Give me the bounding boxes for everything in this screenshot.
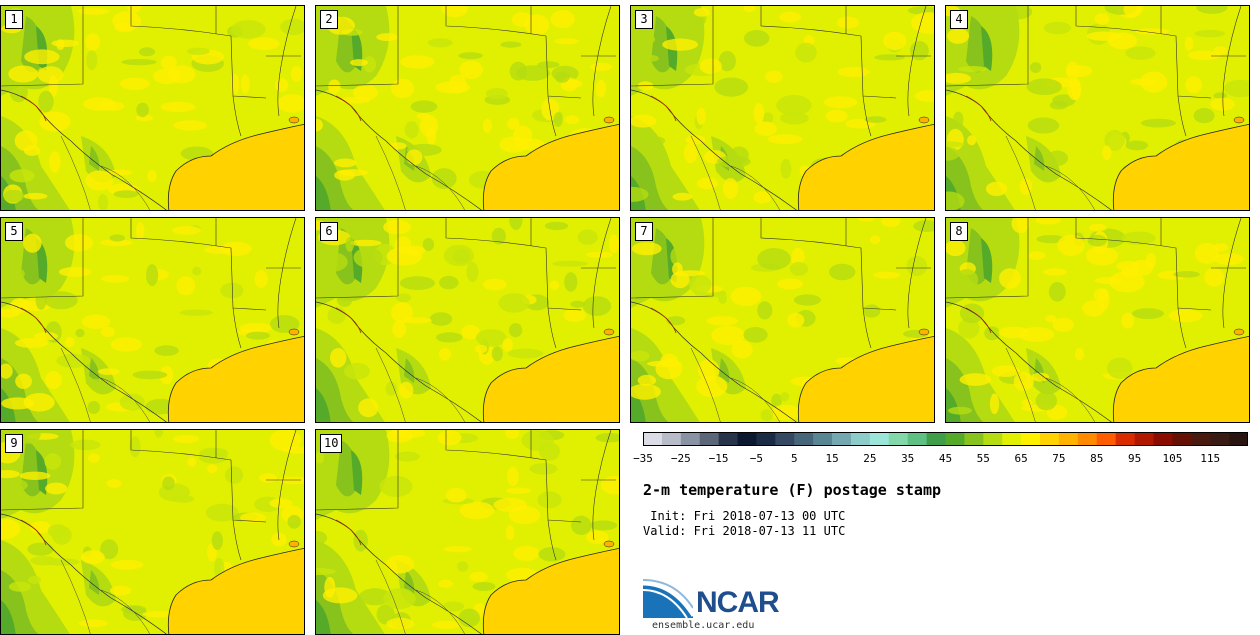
colorbar-segment [643, 432, 663, 446]
product-title: 2-m temperature (F) postage stamp [643, 481, 942, 499]
member-panel: 9 [0, 429, 305, 635]
colorbar-segment [737, 432, 757, 446]
colorbar-tick-label: 5 [790, 452, 798, 465]
member-number-label: 5 [5, 222, 23, 241]
colorbar-tick-label: 35 [901, 452, 915, 465]
colorbar-segment [756, 432, 776, 446]
site-url: ensemble.ucar.edu [652, 620, 755, 631]
member-number-label: 2 [320, 10, 338, 29]
colorbar-segment [945, 432, 965, 446]
colorbar-segment [1191, 432, 1211, 446]
valid-time: Valid: Fri 2018-07-13 11 UTC [643, 524, 846, 538]
colorbar-segment [1172, 432, 1192, 446]
colorbar-tick-label: 105 [1162, 452, 1183, 465]
colorbar-tick-label: 75 [1052, 452, 1066, 465]
colorbar-tick-label: 115 [1200, 452, 1221, 465]
member-panel: 7 [630, 217, 935, 423]
colorbar-segment [794, 432, 814, 446]
colorbar-segment [661, 432, 682, 446]
temperature-map [316, 430, 619, 634]
member-number-label: 10 [320, 434, 343, 453]
colorbar-segment [1077, 432, 1098, 446]
member-panel: 3 [630, 5, 935, 211]
ncar-logo-text: NCAR [696, 586, 780, 619]
colorbar-segment [775, 432, 795, 446]
colorbar-segment [832, 432, 852, 446]
member-number-label: 1 [5, 10, 23, 29]
colorbar-segment [964, 432, 984, 446]
colorbar-segment [813, 432, 833, 446]
colorbar-segment [926, 432, 946, 446]
colorbar-segment [983, 432, 1003, 446]
member-number-label: 8 [950, 222, 968, 241]
temperature-map [946, 218, 1249, 422]
temperature-map [1, 430, 304, 634]
colorbar-tick-label: −5 [749, 452, 764, 465]
member-panel: 10 [315, 429, 620, 635]
colorbar-segment [680, 432, 701, 446]
member-panel: 8 [945, 217, 1250, 423]
colorbar-segment [1115, 432, 1135, 446]
member-panel: 1 [0, 5, 305, 211]
colorbar-segment [718, 432, 738, 446]
temperature-map [1, 218, 304, 422]
colorbar-segment [1210, 432, 1230, 446]
init-time: Init: Fri 2018-07-13 00 UTC [643, 509, 846, 523]
colorbar-segment [869, 432, 890, 446]
colorbar-tick-label: 65 [1014, 452, 1028, 465]
member-number-label: 7 [635, 222, 653, 241]
temperature-map [316, 6, 619, 210]
temperature-colorbar [643, 432, 1248, 446]
colorbar-tick-label: −35 [633, 452, 653, 465]
colorbar-segment [1096, 432, 1116, 446]
colorbar-segment [888, 432, 908, 446]
colorbar-segment [1134, 432, 1154, 446]
member-panel: 4 [945, 5, 1250, 211]
colorbar-segment [850, 432, 871, 446]
colorbar-tick-label: 45 [938, 452, 953, 465]
temperature-map [1, 6, 304, 210]
temperature-map [631, 218, 934, 422]
colorbar-outline [643, 432, 1248, 446]
colorbar-segment [1153, 432, 1173, 446]
colorbar-segment [1002, 432, 1022, 446]
member-number-label: 3 [635, 10, 653, 29]
member-number-label: 6 [320, 222, 338, 241]
temperature-map [631, 6, 934, 210]
member-number-label: 9 [5, 434, 23, 453]
colorbar-tick-label: 85 [1090, 452, 1104, 465]
ncar-logo-swoosh-icon [643, 578, 693, 620]
colorbar-segment [699, 432, 719, 446]
colorbar-segment [1229, 432, 1248, 446]
colorbar-segment [1021, 432, 1041, 446]
colorbar-tick-label: 15 [825, 452, 839, 465]
colorbar-tick-label: −15 [708, 452, 729, 465]
colorbar-tick-label: −25 [670, 452, 691, 465]
colorbar-segment [1040, 432, 1060, 446]
colorbar-tick-label: 95 [1127, 452, 1142, 465]
member-number-label: 4 [950, 10, 968, 29]
temperature-map [946, 6, 1249, 210]
member-panel: 6 [315, 217, 620, 423]
colorbar-segment [1058, 432, 1079, 446]
colorbar-tick-label: 55 [976, 452, 990, 465]
colorbar-segment [907, 432, 927, 446]
member-panel: 5 [0, 217, 305, 423]
colorbar-tick-label: 25 [863, 452, 877, 465]
member-panel: 2 [315, 5, 620, 211]
temperature-map [316, 218, 619, 422]
